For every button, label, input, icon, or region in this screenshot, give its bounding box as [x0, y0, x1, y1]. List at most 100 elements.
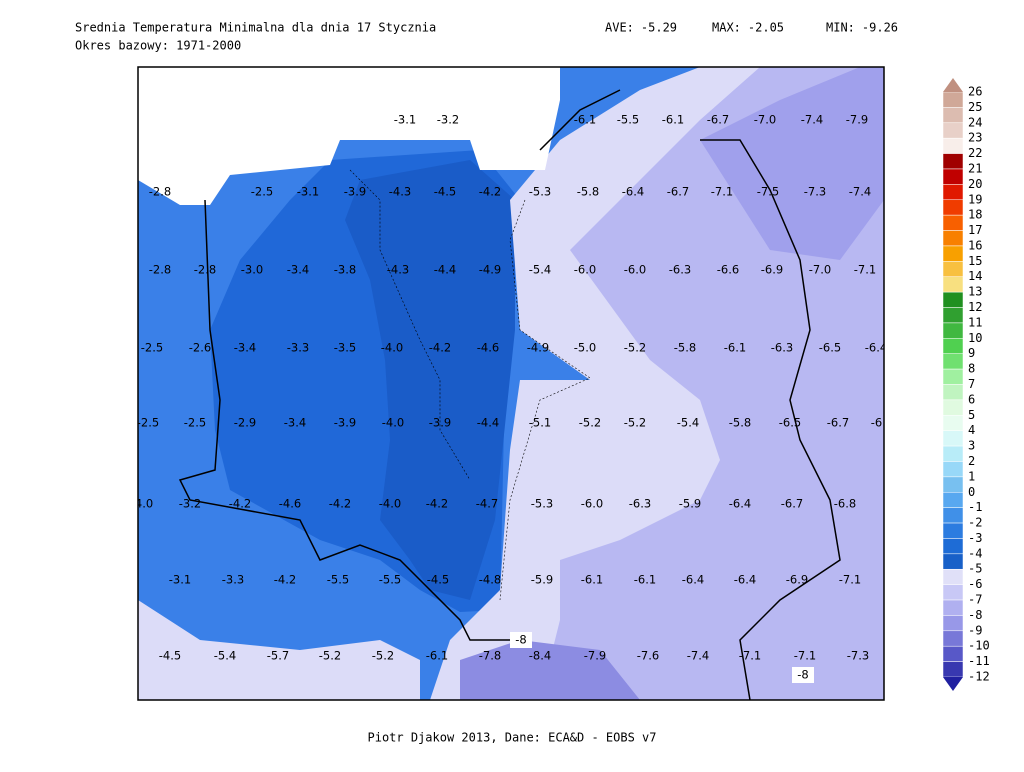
- value-label: -6.1: [724, 341, 746, 355]
- colorbar-label: 11: [968, 315, 982, 329]
- value-label: -7.1: [794, 649, 816, 663]
- value-label: -3.3: [222, 573, 244, 587]
- value-label: -7.0: [754, 113, 776, 127]
- value-label: -4.7: [476, 497, 498, 511]
- value-label: -4.8: [479, 573, 501, 587]
- value-label: -7.4: [801, 113, 823, 127]
- colorbar-label: 12: [968, 300, 982, 314]
- value-label: -5.0: [574, 341, 596, 355]
- colorbar-swatch: [942, 261, 964, 277]
- colorbar-swatch: [942, 630, 964, 647]
- value-label: -3.1: [394, 113, 416, 127]
- value-label: -3.4: [287, 263, 309, 277]
- colorbar-label: -7: [968, 593, 982, 607]
- value-label: -4.3: [387, 263, 409, 277]
- colorbar-label: -9: [968, 623, 982, 637]
- value-label: -6.1: [574, 113, 596, 127]
- value-label: -6.3: [771, 341, 793, 355]
- value-label: -3.2: [437, 113, 459, 127]
- value-label: -7.1: [739, 649, 761, 663]
- colorbar-label: 7: [968, 377, 975, 391]
- value-label: -6.1: [634, 573, 656, 587]
- value-label: -3.5: [334, 341, 356, 355]
- colorbar-swatch: [942, 184, 964, 201]
- value-label: -7.8: [479, 649, 501, 663]
- value-label: -7.1: [711, 185, 733, 199]
- colorbar-swatch: [942, 538, 964, 555]
- stat-label: MAX:: [712, 21, 741, 35]
- colorbar-label: 6: [968, 392, 975, 406]
- stat-label: AVE:: [605, 21, 634, 35]
- value-label: -4.9: [527, 341, 549, 355]
- value-label: -6.1: [662, 113, 684, 127]
- value-label: -7.5: [757, 185, 779, 199]
- colorbar-label: -6: [968, 577, 982, 591]
- value-label: -7.3: [804, 185, 826, 199]
- value-box-label: -8: [515, 633, 526, 647]
- colorbar-swatch: [942, 492, 964, 508]
- value-label: -4.6: [477, 341, 499, 355]
- colorbar-under: [943, 677, 963, 691]
- value-box: [510, 632, 532, 648]
- value-label: -5.9: [531, 573, 553, 587]
- map-area: -3.1 -3.2 -6.1 -5.5 -6.1 -6.7 -7.0 -7.4 -7.9 -2.8…: [131, 67, 893, 700]
- value-label: -6.8: [834, 497, 856, 511]
- value-label: -6.6: [717, 263, 739, 277]
- value-label: -5.2: [624, 341, 646, 355]
- colorbar-label: 16: [968, 238, 982, 252]
- value-label: -6.3: [629, 497, 651, 511]
- value-label: -5.2: [624, 416, 646, 430]
- value-box: [792, 667, 814, 683]
- value-label: -7.1: [854, 263, 876, 277]
- colorbar-swatch: [942, 461, 964, 478]
- value-label: -4.3: [389, 185, 411, 199]
- colorbar-swatch: [942, 476, 964, 493]
- value-label: -5.5: [379, 573, 401, 587]
- value-label: -5.4: [214, 649, 236, 663]
- colorbar-label: 24: [968, 115, 982, 129]
- colorbar-label: -8: [968, 608, 982, 622]
- value-label: -5.1: [529, 416, 551, 430]
- colorbar-label: 8: [968, 362, 975, 376]
- colorbar-swatch: [942, 507, 964, 524]
- value-label: -5.2: [319, 649, 341, 663]
- stat-value: -2.05: [748, 21, 784, 35]
- value-label: -3.9: [344, 185, 366, 199]
- value-label: -5.8: [674, 341, 696, 355]
- colorbar-swatch: [942, 584, 964, 601]
- value-label: -6.9: [871, 416, 893, 430]
- colorbar-swatch: [942, 415, 964, 431]
- value-label: -5.3: [531, 497, 553, 511]
- colorbar-label: 9: [968, 346, 975, 360]
- colorbar-swatch: [942, 599, 964, 616]
- colorbar-swatch: [942, 353, 964, 370]
- colorbar-swatch: [942, 645, 964, 662]
- colorbar-swatch: [942, 214, 964, 231]
- value-label: -5.9: [679, 497, 701, 511]
- value-label: -4.2: [274, 573, 296, 587]
- value-label: -5.3: [529, 185, 551, 199]
- value-label: -5.8: [577, 185, 599, 199]
- value-label: -6.0: [581, 497, 603, 511]
- colorbar-swatch: [942, 430, 964, 447]
- colorbar-label: -2: [968, 516, 982, 530]
- value-label: -2.5: [137, 416, 159, 430]
- value-label: -6.7: [667, 185, 689, 199]
- colorbar-label: 5: [968, 408, 975, 422]
- value-label: -6.4: [682, 573, 704, 587]
- value-label: -6.9: [786, 573, 808, 587]
- colorbar-label: 25: [968, 100, 982, 114]
- value-label: -6.0: [574, 263, 596, 277]
- value-label: -3.9: [334, 416, 356, 430]
- value-label: -4.0: [131, 497, 153, 511]
- value-label: -4.2: [479, 185, 501, 199]
- colorbar-swatch: [942, 122, 964, 139]
- colorbar-label: 14: [968, 269, 982, 283]
- colorbar-swatch: [942, 199, 964, 216]
- value-label: -3.1: [169, 573, 191, 587]
- value-label: -4.5: [159, 649, 181, 663]
- colorbar-label: -11: [968, 654, 990, 668]
- value-label: -4.0: [379, 497, 401, 511]
- value-label: -7.4: [687, 649, 709, 663]
